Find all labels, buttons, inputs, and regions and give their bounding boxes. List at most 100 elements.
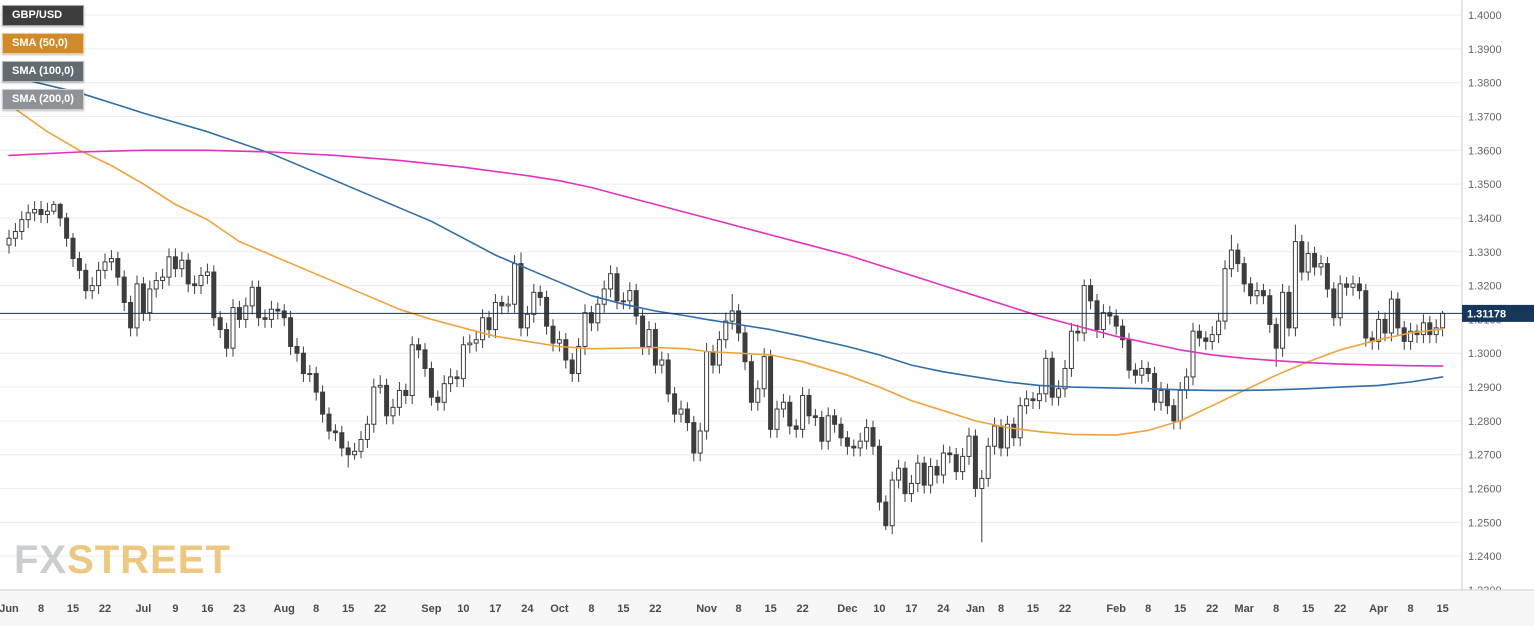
sma-line-100 (8, 75, 1444, 392)
candle (326, 407, 332, 440)
candle-body (761, 356, 767, 390)
candle-body (684, 408, 690, 424)
candle (294, 338, 300, 362)
candle-body (396, 389, 402, 408)
candle (844, 431, 850, 455)
x-axis-label: 15 (342, 603, 354, 615)
candle-body (646, 329, 652, 347)
candle (390, 398, 396, 425)
candle-body (320, 391, 326, 415)
candle-body (134, 283, 140, 329)
candle (435, 390, 441, 411)
candle-body (665, 359, 671, 395)
candle (748, 354, 754, 411)
candle-body (1363, 290, 1369, 339)
candle (352, 442, 358, 460)
candle (1164, 383, 1170, 415)
candle (755, 380, 761, 411)
x-axis-label: Apr (1369, 603, 1389, 615)
candle (416, 338, 422, 359)
candle (1222, 260, 1228, 330)
candle-body (115, 258, 121, 278)
candle (1382, 312, 1388, 342)
candle-body (569, 359, 575, 375)
candle (460, 336, 466, 388)
candle-body (1177, 389, 1183, 422)
candle (19, 211, 25, 240)
candle-body (25, 212, 31, 221)
candle-body (1024, 398, 1030, 407)
candle (582, 304, 588, 355)
candle (838, 417, 844, 447)
candle (192, 275, 198, 295)
candle-body (1331, 288, 1337, 319)
legend-badge-sma-100-0[interactable]: SMA (100,0) (2, 61, 84, 82)
candle-body (76, 258, 82, 271)
candle-body (243, 305, 249, 320)
candle (870, 420, 876, 455)
candle-body (1235, 249, 1241, 265)
candle (665, 353, 671, 403)
candle-body (345, 447, 351, 456)
candle (6, 229, 12, 254)
candle-body (934, 466, 940, 476)
candle (992, 417, 998, 455)
candle (563, 332, 569, 369)
candle-body (179, 259, 185, 270)
x-axis-label: 15 (1027, 603, 1039, 615)
candle-body (441, 383, 447, 403)
candle-body (140, 283, 146, 314)
candle-body (1216, 320, 1222, 336)
candle-body (492, 302, 498, 331)
candle (1158, 381, 1164, 411)
sma-line-200 (8, 149, 1444, 367)
candle-body (371, 386, 377, 425)
candle-body (288, 317, 294, 347)
candle-body (505, 303, 511, 307)
y-axis-label: 1.4000 (1468, 10, 1502, 22)
candle-body (1132, 369, 1138, 376)
candle (1190, 322, 1196, 386)
legend-badge-sma-200-0[interactable]: SMA (200,0) (2, 89, 84, 110)
candle (1062, 360, 1068, 398)
x-axis-label: Aug (274, 603, 295, 615)
candle (1241, 256, 1247, 293)
candle (51, 201, 57, 215)
candle (960, 447, 966, 481)
candle (1344, 277, 1350, 296)
candle-body (582, 312, 588, 347)
candle-body (864, 427, 870, 442)
candle-body (1056, 388, 1062, 398)
candle-body (64, 217, 70, 239)
candle-body (1260, 290, 1266, 297)
candle (915, 454, 921, 492)
candle (1011, 417, 1017, 447)
candle (531, 283, 537, 323)
candle-body (870, 427, 876, 447)
candle (697, 422, 703, 462)
y-axis-label: 1.2500 (1468, 517, 1502, 529)
candle-body (857, 440, 863, 449)
candle (384, 378, 390, 425)
candle-body (192, 283, 198, 287)
candle-body (313, 373, 319, 393)
legend-badge-sma-50-0[interactable]: SMA (50,0) (2, 33, 84, 54)
candle (96, 261, 102, 295)
candle-body (102, 261, 108, 271)
candle (1075, 324, 1081, 342)
candle (339, 425, 345, 457)
candle-body (1440, 312, 1446, 329)
candle-body (825, 415, 831, 442)
candle (1049, 351, 1055, 406)
candle (1004, 415, 1010, 457)
candle-body (998, 425, 1004, 449)
candle (249, 280, 255, 315)
legend-badge-gbp-usd[interactable]: GBP/USD (2, 5, 84, 26)
candle-body (1068, 330, 1074, 369)
candle-body (1228, 249, 1234, 270)
candle (1305, 241, 1311, 281)
candle (172, 248, 178, 278)
candle-body (710, 351, 716, 366)
